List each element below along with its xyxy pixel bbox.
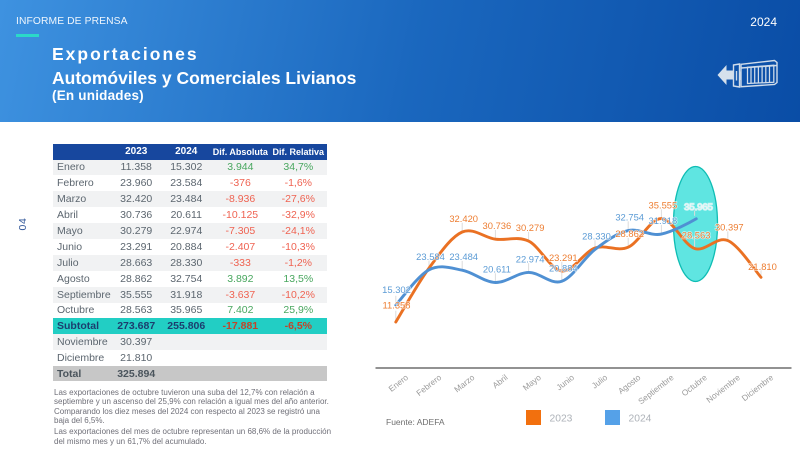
svg-text:32.754: 32.754: [615, 212, 644, 223]
svg-text:35.965: 35.965: [684, 201, 713, 212]
svg-text:11.358: 11.358: [383, 299, 411, 310]
svg-text:Septiembre: Septiembre: [636, 372, 676, 406]
svg-text:Enero: Enero: [386, 372, 410, 394]
svg-text:28.330: 28.330: [582, 231, 611, 242]
svg-text:21.810: 21.810: [748, 261, 777, 272]
svg-text:23.484: 23.484: [449, 251, 478, 262]
svg-text:Abril: Abril: [490, 372, 509, 390]
svg-text:32.420: 32.420: [449, 213, 478, 224]
svg-text:31.918: 31.918: [649, 215, 678, 226]
svg-text:2024: 2024: [629, 414, 652, 425]
svg-text:2023: 2023: [550, 414, 573, 425]
svg-text:28.862: 28.862: [615, 228, 644, 239]
svg-text:22.974: 22.974: [516, 253, 545, 264]
svg-text:Fuente: ADEFA: Fuente: ADEFA: [386, 417, 445, 427]
svg-text:35.555: 35.555: [649, 200, 678, 211]
svg-text:23.291: 23.291: [549, 252, 578, 263]
svg-text:20.611: 20.611: [483, 264, 511, 275]
svg-text:Agosto: Agosto: [616, 372, 643, 396]
svg-text:Diciembre: Diciembre: [740, 372, 776, 403]
svg-text:Noviembre: Noviembre: [704, 372, 742, 405]
svg-text:23.584: 23.584: [416, 251, 445, 262]
svg-text:Octubre: Octubre: [679, 372, 709, 398]
svg-text:30.397: 30.397: [715, 222, 744, 233]
svg-text:Febrero: Febrero: [414, 372, 443, 398]
svg-text:30.736: 30.736: [483, 220, 512, 231]
svg-text:Mayo: Mayo: [521, 372, 543, 393]
svg-text:30.279: 30.279: [516, 222, 545, 233]
svg-text:Julio: Julio: [590, 372, 610, 391]
svg-text:15.302: 15.302: [382, 284, 411, 295]
svg-text:28.563: 28.563: [682, 230, 711, 241]
svg-text:Junio: Junio: [554, 372, 576, 392]
svg-text:20.884: 20.884: [549, 262, 578, 273]
svg-text:Marzo: Marzo: [452, 372, 477, 394]
